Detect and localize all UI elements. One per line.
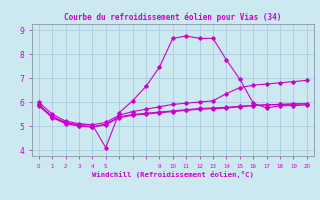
X-axis label: Windchill (Refroidissement éolien,°C): Windchill (Refroidissement éolien,°C): [92, 171, 254, 178]
Text: Courbe du refroidissement éolien pour Vias (34): Courbe du refroidissement éolien pour Vi…: [64, 12, 282, 21]
